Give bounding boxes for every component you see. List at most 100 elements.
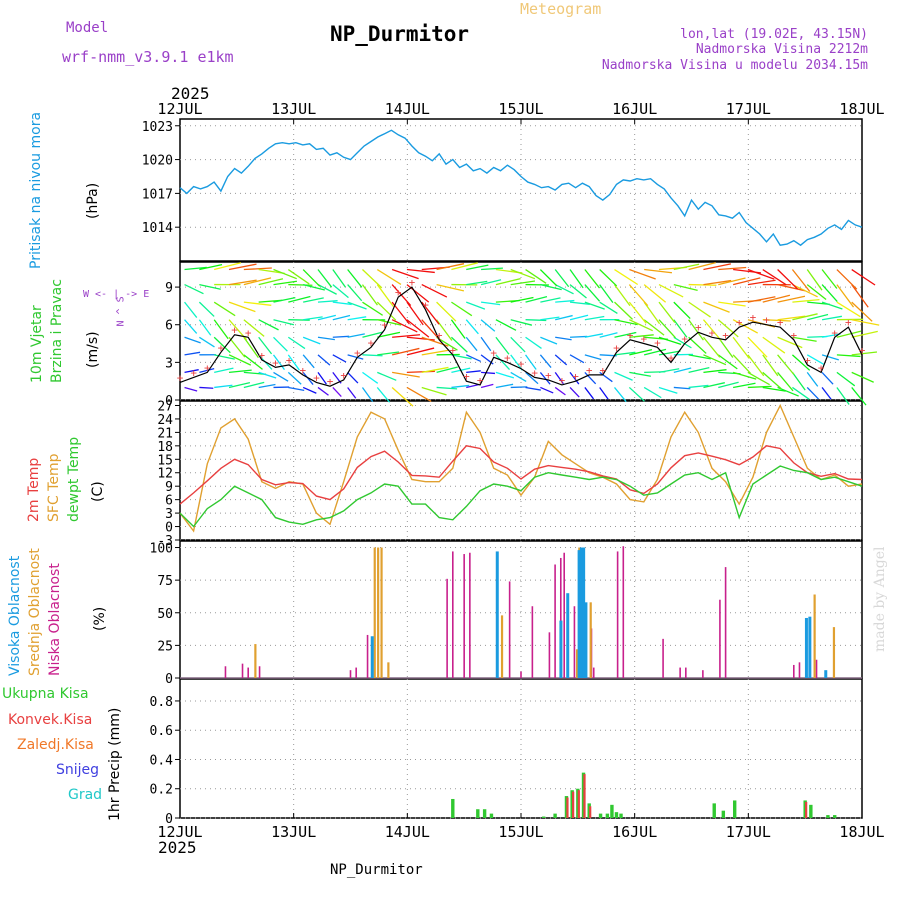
wind-arrow (332, 314, 351, 321)
wind-max-marker: + (463, 370, 470, 383)
wind-max-marker: + (299, 364, 306, 377)
wind-arrow (317, 372, 327, 385)
wind-max-marker: + (231, 324, 238, 337)
y-tick-label: 100 (150, 542, 173, 557)
y-tick-label: 1020 (142, 154, 173, 169)
wind-arrow (361, 387, 374, 403)
low-cloud-bar (366, 634, 369, 678)
wind-max-marker: + (654, 336, 661, 349)
wind-arrow (406, 370, 435, 374)
wind-arrow (199, 386, 214, 389)
low-cloud-bar (531, 606, 534, 678)
wind-arrow (717, 354, 738, 370)
model-altitude: Nadmorska Visina u modelu 2034.15m (601, 58, 868, 73)
wind-arrow (703, 263, 732, 271)
mid-cloud-bar (377, 547, 380, 678)
wind-arrow (421, 283, 448, 298)
wind-arrow (806, 387, 819, 400)
wind-arrow (584, 371, 597, 385)
wind-arrow (821, 269, 838, 289)
wind-arrow (821, 284, 838, 302)
x-tick-label-top: 15JUL (498, 100, 543, 118)
wind-max-marker: + (709, 326, 716, 339)
wind-arrow (791, 269, 811, 292)
year-bottom: 2025 (158, 838, 197, 857)
wind-max-marker: + (436, 329, 443, 342)
wind-arrow (495, 277, 521, 286)
wind-arrow (466, 280, 488, 286)
conv-precip-bar (589, 806, 592, 818)
wind-arrow (569, 269, 584, 289)
wind-arrow (347, 333, 365, 338)
wind-arrow (555, 299, 575, 303)
x-tick-label-top: 17JUL (726, 100, 771, 118)
wind-arrow (836, 330, 862, 338)
wind-arrow (851, 351, 878, 356)
wind-arrow (436, 366, 458, 374)
mid-cloud-bar (387, 662, 390, 678)
wind-arrow (554, 372, 564, 385)
y-tick-label: 9 (165, 480, 173, 495)
wind-max-marker: + (368, 336, 375, 349)
wind-arrow (747, 296, 776, 303)
wind-arrow (702, 336, 721, 358)
wind-arrow (703, 382, 725, 389)
total-precip-label: Ukupna Kisa (2, 686, 89, 702)
wind-arrow (747, 268, 775, 280)
wind-max-marker: + (777, 316, 784, 329)
wind-arrow (228, 279, 257, 286)
wind-arrow (762, 371, 782, 390)
wind-arrow (495, 319, 517, 331)
wind-arrow (584, 387, 595, 400)
low-cloud-bar (592, 667, 595, 678)
wind-max-marker: + (790, 329, 797, 342)
wind-arrow (792, 336, 817, 342)
wind-arrow (362, 354, 383, 357)
wind-arrow (480, 336, 492, 352)
wind-max-marker: + (845, 316, 852, 329)
wind-arrow (495, 336, 510, 355)
wind-arrow (302, 336, 321, 345)
wind-arrow (525, 371, 539, 385)
wind-arrow (406, 301, 424, 326)
wind-arrow (510, 280, 536, 286)
wind-arrow (510, 336, 526, 353)
wind-arrow (228, 336, 246, 358)
wind-arrow (569, 372, 580, 385)
wind-arrow (792, 313, 818, 321)
wind-arrow (732, 319, 759, 334)
wind-arrow (198, 301, 215, 317)
total-precip-bar (542, 816, 546, 818)
wind-arrow (273, 336, 288, 352)
wind-arrow (554, 354, 568, 366)
wind-arrow (540, 297, 561, 303)
wind-arrow (510, 371, 527, 383)
high-cloud-bar (495, 551, 499, 678)
wind-arrow (303, 316, 323, 321)
wind-arrow (451, 354, 472, 360)
wind-max-marker: + (695, 321, 702, 334)
wind-arrow (673, 319, 688, 338)
wind-arrow (302, 269, 321, 287)
wind-arrow (539, 371, 551, 385)
wind-arrow (614, 331, 637, 338)
wind-arrow (643, 386, 662, 399)
wind-arrow (377, 351, 400, 356)
y-tick-label: 0 (165, 521, 173, 536)
high-cloud-bar (370, 636, 374, 678)
wind-arrow (792, 299, 820, 303)
high-cloud-bar (582, 547, 586, 678)
wind-arrow (792, 283, 818, 298)
conv-precip-bar (577, 790, 580, 818)
wind-arrow (539, 269, 558, 287)
wind-arrow (777, 336, 803, 349)
wind-arrow (391, 319, 418, 333)
wind-arrow (273, 268, 297, 280)
wind-arrow (362, 269, 383, 289)
wind-arrow (777, 295, 806, 303)
wind-arrow (688, 261, 716, 271)
wind-arrow (718, 266, 747, 271)
wind-arrow (525, 354, 537, 370)
wind-arrow (495, 383, 514, 389)
low-cloud-bar (520, 671, 522, 678)
